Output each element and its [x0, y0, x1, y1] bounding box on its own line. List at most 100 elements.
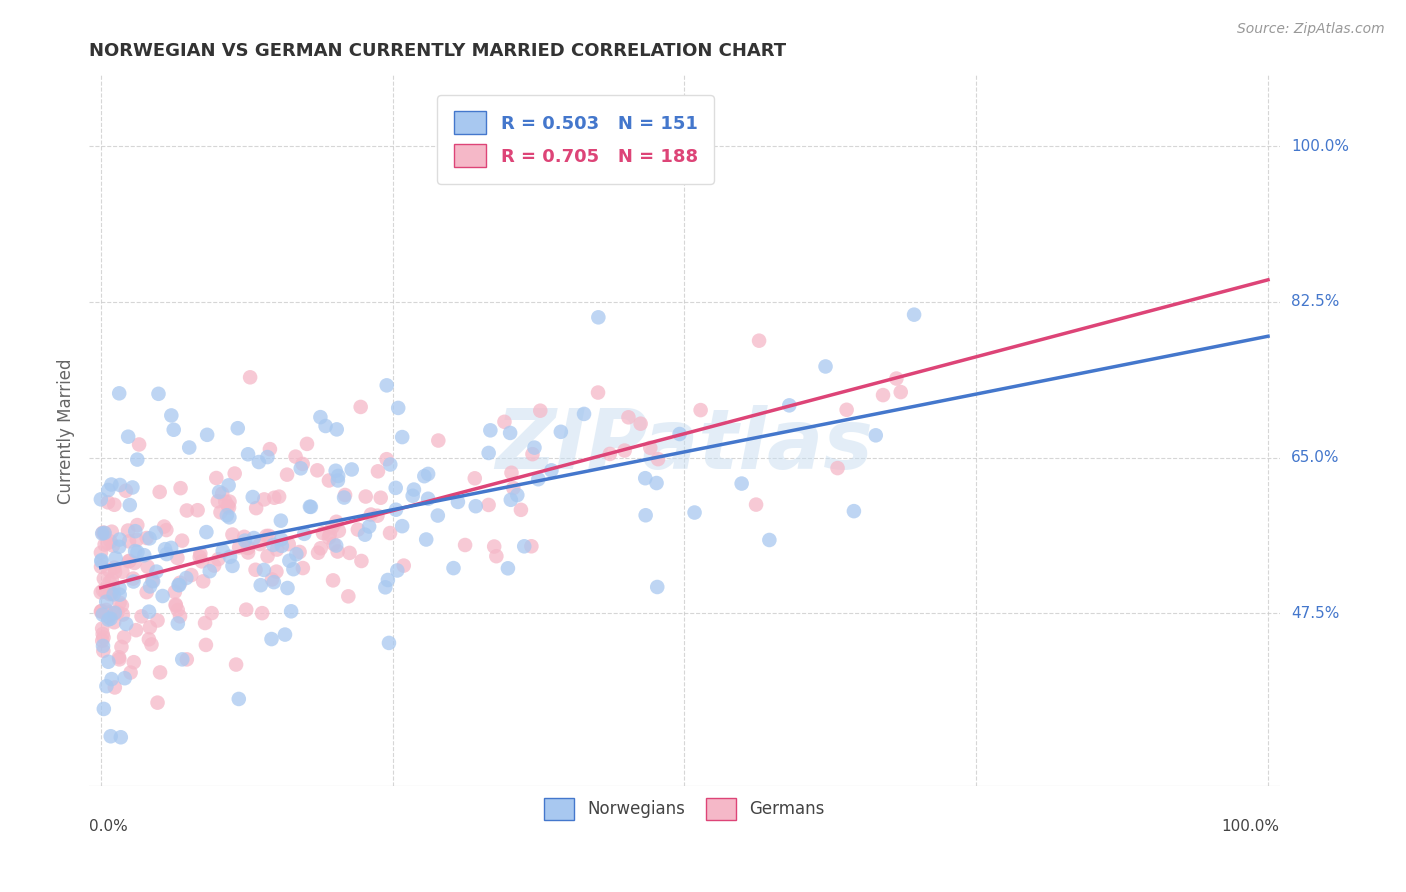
Point	[842, 504, 865, 518]
Point	[103, 582, 125, 597]
Point	[153, 542, 176, 557]
Point	[385, 502, 408, 516]
Point	[146, 614, 169, 628]
Point	[100, 586, 122, 600]
Point	[96, 679, 118, 693]
Point	[291, 561, 314, 575]
Point	[169, 609, 191, 624]
Point	[745, 498, 768, 512]
Point	[259, 442, 281, 457]
Point	[748, 334, 770, 348]
Point	[110, 640, 132, 654]
Point	[454, 538, 477, 552]
Point	[318, 530, 340, 544]
Point	[309, 410, 332, 425]
Point	[588, 310, 610, 325]
Point	[540, 463, 562, 477]
Point	[236, 447, 259, 461]
Point	[191, 554, 214, 568]
Point	[91, 525, 114, 540]
Point	[513, 539, 536, 553]
Point	[689, 403, 711, 417]
Point	[98, 574, 121, 589]
Point	[135, 585, 157, 599]
Point	[201, 606, 224, 620]
Point	[110, 731, 132, 745]
Point	[165, 598, 187, 612]
Point	[135, 531, 157, 545]
Point	[211, 486, 233, 500]
Point	[138, 605, 160, 619]
Point	[416, 467, 439, 481]
Point	[326, 474, 349, 488]
Point	[90, 554, 112, 568]
Point	[111, 565, 134, 579]
Point	[391, 519, 413, 533]
Point	[387, 564, 409, 578]
Point	[307, 546, 329, 560]
Point	[142, 574, 165, 589]
Point	[194, 615, 217, 630]
Point	[91, 633, 114, 648]
Point	[319, 527, 342, 541]
Point	[238, 541, 260, 555]
Point	[447, 495, 470, 509]
Point	[100, 477, 122, 491]
Point	[156, 547, 179, 561]
Point	[274, 627, 297, 641]
Point	[188, 547, 211, 561]
Point	[278, 554, 301, 568]
Point	[236, 541, 259, 555]
Point	[153, 519, 176, 533]
Point	[295, 437, 318, 451]
Point	[228, 692, 250, 706]
Point	[94, 584, 117, 599]
Point	[377, 573, 399, 587]
Point	[478, 446, 501, 460]
Point	[120, 665, 142, 680]
Point	[496, 561, 519, 575]
Point	[108, 540, 131, 554]
Point	[226, 421, 249, 435]
Point	[91, 627, 114, 641]
Text: 100.0%: 100.0%	[1222, 819, 1279, 833]
Point	[145, 525, 167, 540]
Point	[814, 359, 837, 374]
Point	[257, 529, 280, 543]
Text: NORWEGIAN VS GERMAN CURRENTLY MARRIED CORRELATION CHART: NORWEGIAN VS GERMAN CURRENTLY MARRIED CO…	[89, 42, 786, 60]
Point	[167, 578, 190, 592]
Point	[427, 434, 450, 448]
Point	[315, 419, 337, 434]
Point	[367, 464, 389, 478]
Point	[146, 696, 169, 710]
Point	[98, 606, 121, 620]
Text: 0.0%: 0.0%	[89, 819, 128, 833]
Point	[392, 558, 415, 573]
Point	[865, 428, 887, 442]
Point	[149, 665, 172, 680]
Point	[266, 542, 288, 557]
Point	[138, 532, 160, 546]
Point	[730, 476, 752, 491]
Point	[98, 587, 121, 601]
Point	[288, 545, 311, 559]
Point	[97, 609, 120, 624]
Point	[375, 378, 398, 392]
Point	[285, 547, 308, 561]
Point	[249, 537, 271, 551]
Point	[522, 447, 544, 461]
Text: 47.5%: 47.5%	[1291, 606, 1339, 621]
Point	[668, 427, 690, 442]
Point	[166, 603, 188, 617]
Point	[165, 599, 187, 613]
Point	[886, 371, 908, 385]
Point	[125, 623, 148, 637]
Point	[167, 578, 190, 592]
Point	[160, 409, 183, 423]
Point	[256, 549, 278, 564]
Point	[758, 533, 780, 547]
Point	[260, 632, 283, 646]
Point	[115, 616, 138, 631]
Point	[299, 500, 322, 514]
Point	[145, 565, 167, 579]
